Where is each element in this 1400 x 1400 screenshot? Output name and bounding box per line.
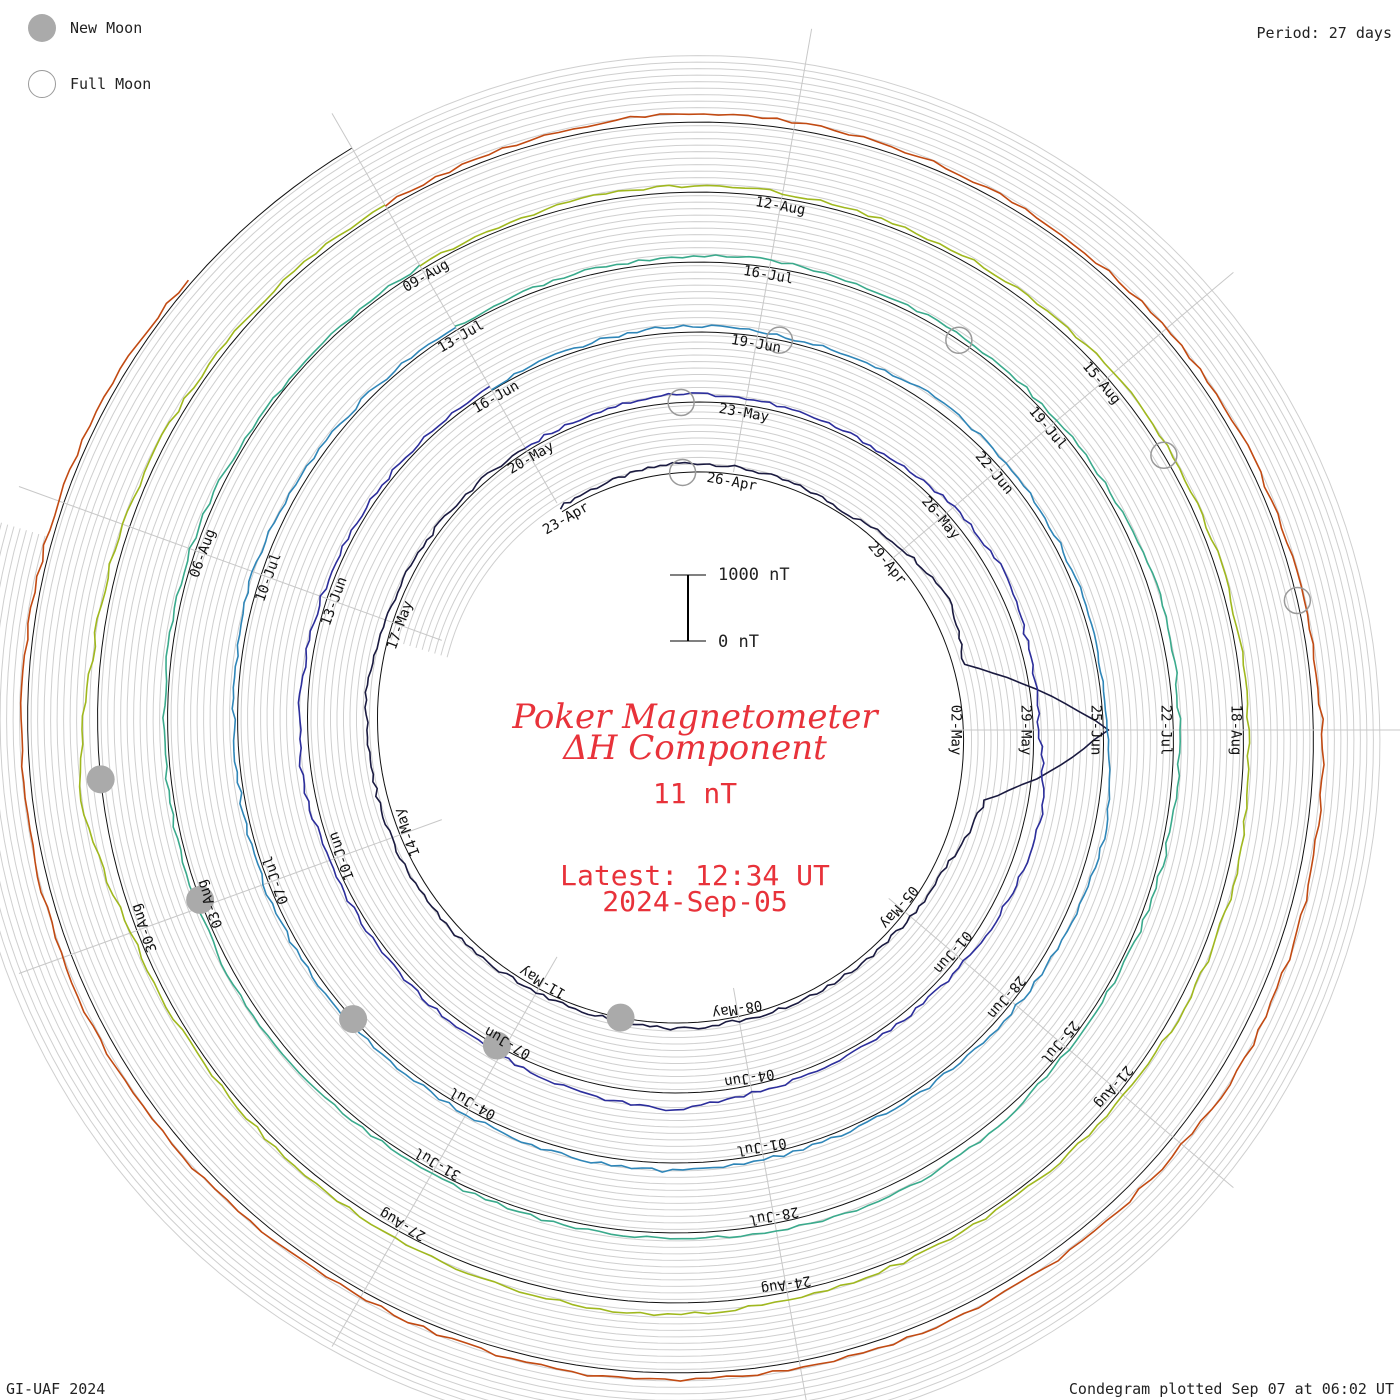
date-label: 29-May (1017, 705, 1033, 756)
grid-spiral (12, 107, 1329, 1388)
period-label: Period: 27 days (1256, 24, 1392, 42)
date-label: 28-Jun (984, 972, 1029, 1021)
new-moon-marker (339, 1005, 368, 1034)
grid-spoke (733, 28, 813, 473)
legend-full-moon: Full Moon (28, 70, 151, 98)
date-label: 01-Jun (930, 927, 975, 976)
latest-date: 2024-Sep-05 (602, 885, 788, 918)
date-label: 26-May (918, 494, 963, 543)
date-label: 02-May (947, 705, 963, 756)
grid-spiral (0, 94, 1342, 1400)
date-label: 26-Apr (705, 470, 758, 495)
date-label: 13-Jun (318, 575, 350, 628)
grid-spoke (331, 113, 558, 504)
new-moon-marker (186, 885, 215, 914)
date-label: 25-Jun (1087, 705, 1103, 756)
date-label: 17-May (384, 599, 416, 652)
grid-spoke (18, 486, 442, 641)
grid-spiral (0, 81, 1355, 1400)
grid-spiral (0, 61, 1374, 1400)
full-moon-icon (28, 70, 56, 98)
date-label: 11-May (517, 962, 569, 1001)
moon-markers (86, 326, 1312, 1060)
date-label: 18-Aug (1227, 705, 1243, 756)
latest-time: Latest: 12:34 UT (560, 859, 830, 892)
series-trace-4 (78, 184, 1251, 1317)
new-moon-marker (482, 1031, 511, 1060)
title-line-2: ΔH Component (563, 728, 827, 768)
full-moon-marker (667, 388, 695, 417)
date-label: 23-Apr (540, 499, 592, 538)
footer-credit: GI-UAF 2024 (6, 1380, 106, 1398)
grid-spiral (0, 87, 1348, 1400)
grid-spiral (0, 74, 1361, 1400)
grid-spoke (888, 271, 1234, 562)
grid-spoke (733, 987, 807, 1400)
series-trace-2 (231, 324, 1111, 1173)
legend-new-moon-label: New Moon (70, 19, 143, 37)
value-label: 11 nT (652, 777, 738, 810)
scale-bar: 1000 nT 0 nT (670, 565, 790, 652)
new-moon-icon (28, 14, 56, 42)
series-trace-0 (364, 447, 1110, 1031)
grid-spoke (18, 819, 442, 974)
full-moon-marker (1150, 441, 1178, 469)
full-moon-marker (1283, 586, 1312, 615)
date-label: 29-Apr (864, 539, 909, 588)
scale-top-label: 1000 nT (718, 565, 790, 585)
date-label: 15-Aug (1079, 359, 1124, 408)
new-moon-marker (86, 765, 115, 794)
date-label: 22-Jul (1157, 705, 1173, 756)
grid-spoke (331, 956, 558, 1347)
new-moon-marker (606, 1003, 635, 1032)
grid-spiral (0, 68, 1368, 1400)
series-trace-5 (19, 113, 1325, 1382)
date-label: 06-Aug (187, 527, 219, 580)
radial-grid (0, 28, 1400, 1400)
series-trace-3 (162, 254, 1182, 1240)
full-moon-marker (945, 326, 973, 355)
full-moon-marker (668, 458, 697, 487)
series-trace-1 (297, 385, 1045, 1112)
grid-spiral (0, 55, 1381, 1400)
scale-bottom-label: 0 nT (718, 632, 759, 652)
legend-new-moon: New Moon (28, 14, 142, 42)
footer-plotted: Condegram plotted Sep 07 at 06:02 UT (1068, 1380, 1394, 1398)
title-line-1: Poker Magnetometer (512, 697, 878, 737)
grid-spiral (6, 100, 1335, 1395)
full-moon-marker (765, 326, 794, 354)
data-traces (19, 113, 1325, 1382)
grid-spoke (888, 898, 1234, 1189)
legend-full-moon-label: Full Moon (70, 75, 152, 93)
date-label: 22-Jun (972, 449, 1017, 498)
